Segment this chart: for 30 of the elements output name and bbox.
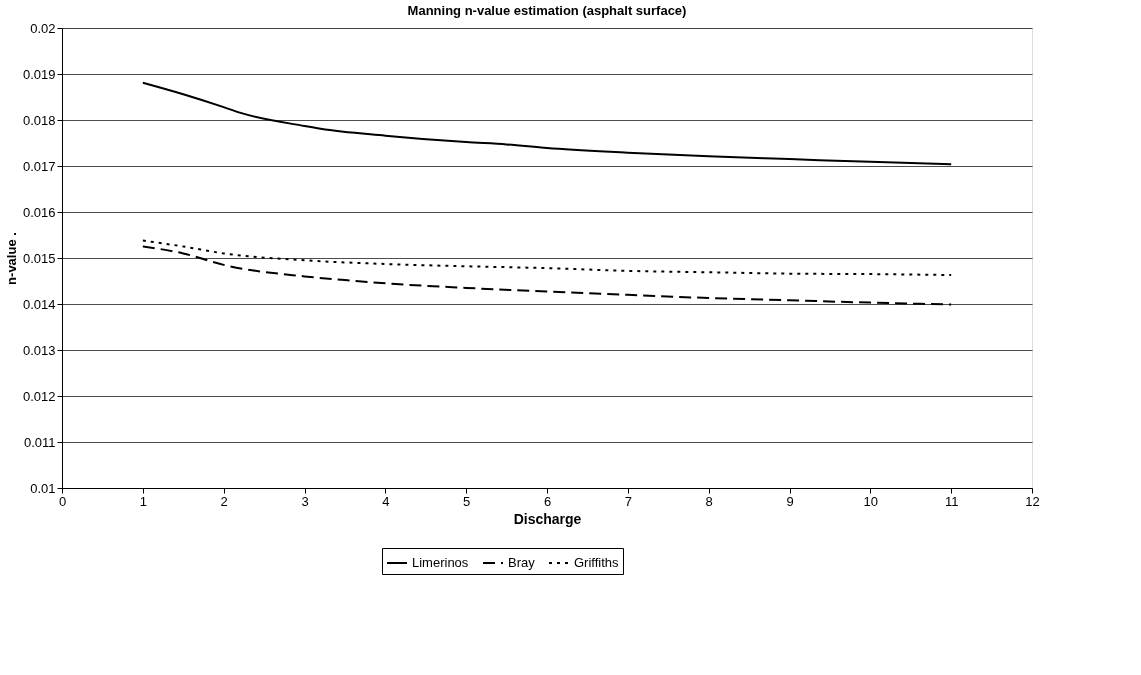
y-tick-label: 0.019 <box>22 66 56 82</box>
y-tick-label: 0.018 <box>22 112 56 128</box>
x-tick-label: 7 <box>624 493 632 509</box>
y-tick-label: 0.014 <box>22 296 56 312</box>
y-tick-label: 0.017 <box>22 158 56 174</box>
y-tick-label: 0.013 <box>22 342 56 358</box>
x-tick-label: 2 <box>220 493 228 509</box>
x-tick-label: 6 <box>543 493 552 509</box>
x-tick-label: 11 <box>944 493 959 509</box>
y-tick-label: 0.011 <box>23 434 56 450</box>
y-tick-label: 0.02 <box>30 20 56 36</box>
x-tick-label: 3 <box>301 493 309 509</box>
x-tick-label: 5 <box>463 493 471 509</box>
y-tick-label: 0.012 <box>22 388 56 404</box>
x-tick-label: 10 <box>863 493 879 509</box>
x-tick-label: 4 <box>382 493 390 509</box>
x-tick-label: 0 <box>58 493 67 509</box>
x-tick-label: 9 <box>786 493 794 509</box>
y-tick-label: 0.01 <box>30 480 56 496</box>
legend-label: Bray <box>508 555 536 570</box>
y-tick-label: 0.015 <box>22 250 56 266</box>
y-tick-label: 0.016 <box>22 204 56 220</box>
chart-title: Manning n-value estimation (asphalt surface) <box>407 3 687 18</box>
y-axis-title: n-value . <box>3 232 19 285</box>
x-tick-label: 8 <box>705 493 713 509</box>
legend-label: Limerinos <box>412 555 469 570</box>
x-axis-title: Discharge <box>513 510 582 527</box>
x-tick-label: 1 <box>139 493 147 509</box>
legend-label: Griffiths <box>574 555 620 570</box>
x-tick-label: 12 <box>1025 493 1040 509</box>
